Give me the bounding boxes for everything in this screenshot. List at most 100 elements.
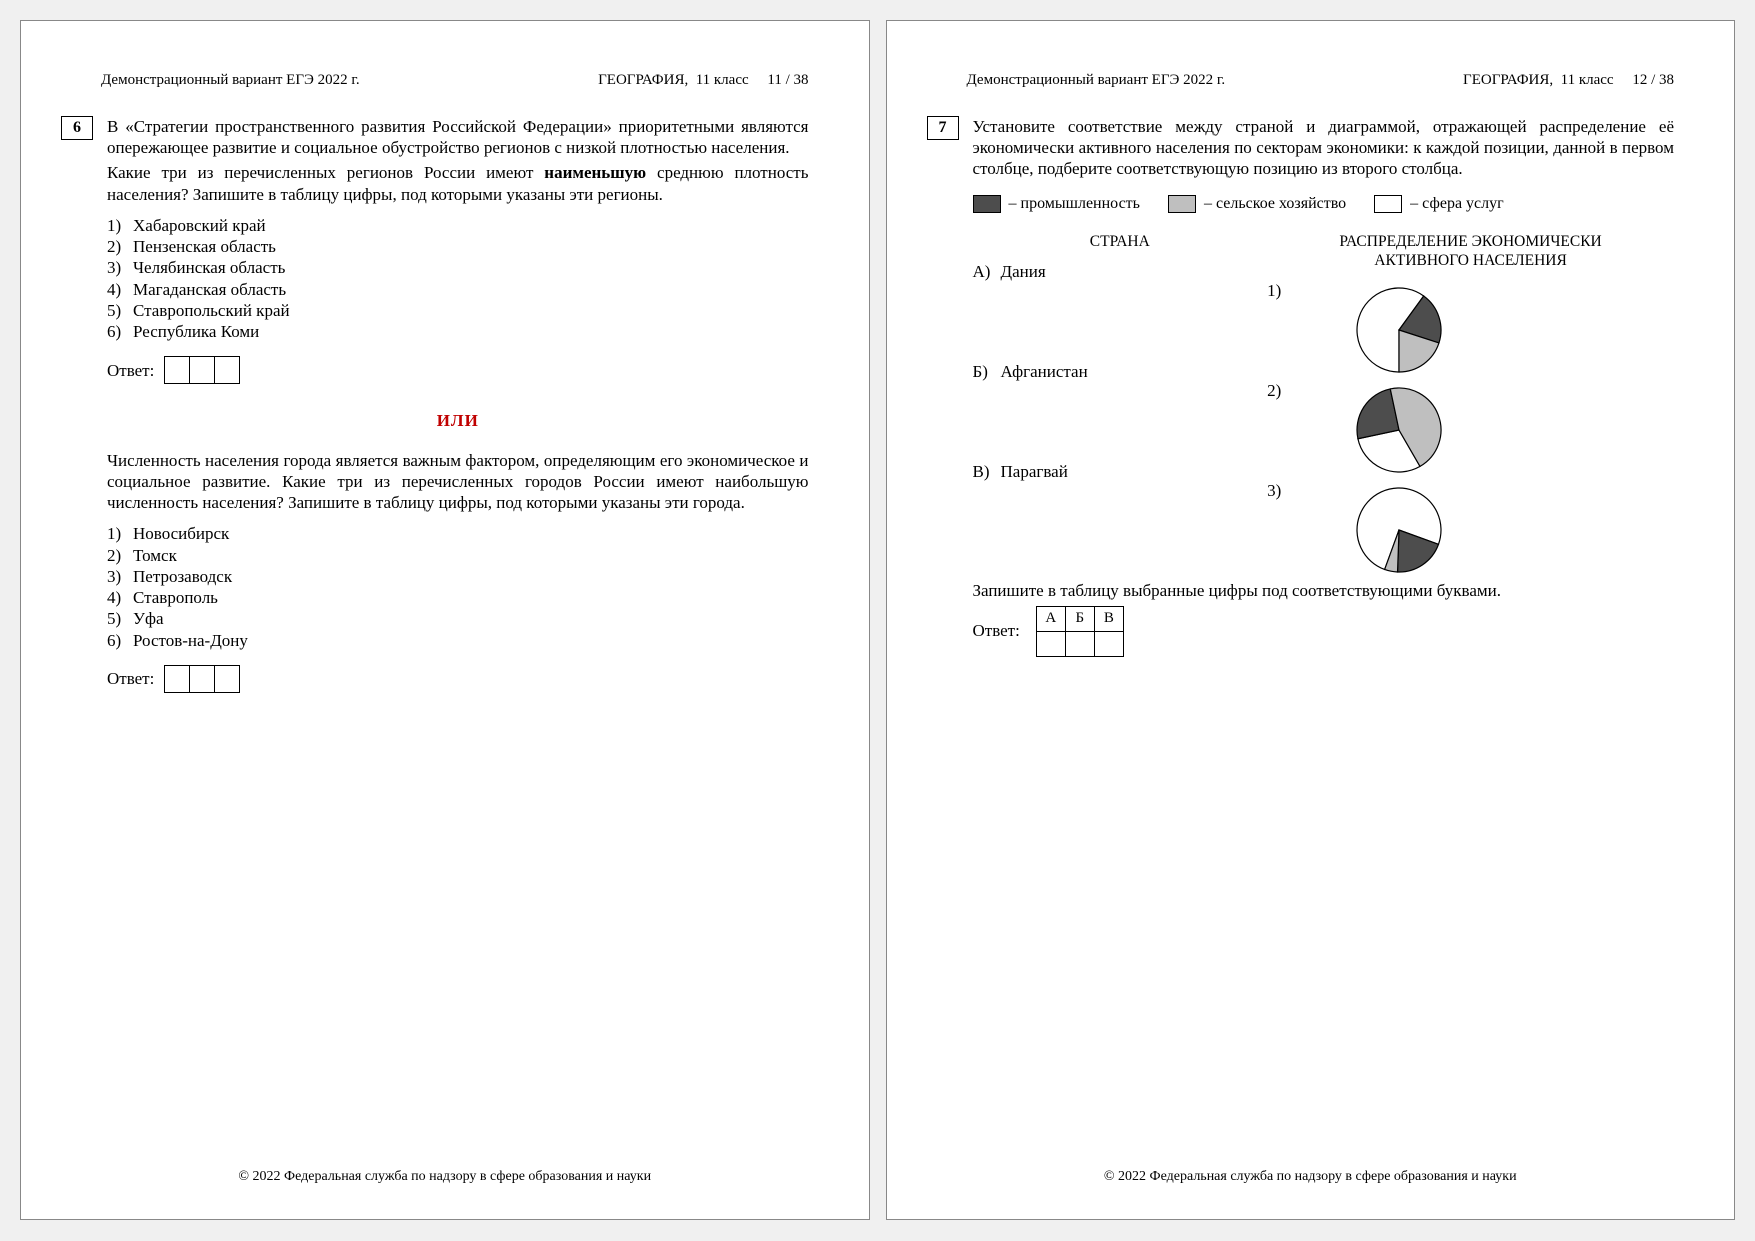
- answer-row-table: Ответ: А Б В: [973, 606, 1675, 657]
- option-number: 1): [107, 523, 133, 544]
- option-number: 4): [107, 587, 133, 608]
- header-left: Демонстрационный вариант ЕГЭ 2022 г.: [967, 71, 1226, 90]
- country-name: Дания: [1001, 261, 1046, 282]
- option-number: 5): [107, 300, 133, 321]
- page-footer: © 2022 Федеральная служба по надзору в с…: [887, 1168, 1735, 1186]
- pie-wrap: [1355, 386, 1443, 474]
- header-right: ГЕОГРАФИЯ, 11 класс 12 / 38: [1463, 71, 1674, 90]
- answer-cell[interactable]: [215, 356, 240, 384]
- answer-table-input-row[interactable]: [1036, 631, 1123, 656]
- q6-para2: Какие три из перечисленных регионов Росс…: [107, 162, 809, 205]
- option-item: 4)Ставрополь: [107, 587, 809, 608]
- pie-legend: – промышленность – сельское хозяйство – …: [973, 194, 1675, 214]
- option-item: 1)Новосибирск: [107, 523, 809, 544]
- country-letter: Б): [973, 361, 1001, 382]
- or-separator: ИЛИ: [107, 410, 809, 431]
- q6-options-list-1: 1)Хабаровский край2)Пензенская область3)…: [107, 215, 809, 343]
- matching-columns: СТРАНА А)ДанияБ)АфганистанВ)Парагвай РАС…: [973, 232, 1675, 581]
- answer-boxes[interactable]: [164, 356, 240, 384]
- question-body: Установите соответствие между страной и …: [973, 116, 1675, 657]
- answer-table[interactable]: А Б В: [1036, 606, 1124, 657]
- pie-col-head-l1: РАСПРЕДЕЛЕНИЕ ЭКОНОМИЧЕСКИ: [1339, 233, 1601, 250]
- option-item: 5)Ставропольский край: [107, 300, 809, 321]
- header-right: ГЕОГРАФИЯ, 11 класс 11 / 38: [598, 71, 808, 90]
- option-text: Томск: [133, 545, 177, 566]
- country-col-head: СТРАНА: [973, 232, 1268, 251]
- answer-cell[interactable]: [164, 665, 190, 693]
- country-row: В)Парагвай: [973, 461, 1268, 561]
- answer-cell[interactable]: [190, 665, 215, 693]
- country-name: Парагвай: [1001, 461, 1068, 482]
- q6-para2-a: Какие три из перечисленных регионов Росс…: [107, 163, 544, 182]
- page-11: Демонстрационный вариант ЕГЭ 2022 г. ГЕО…: [20, 20, 870, 1220]
- answer-boxes[interactable]: [164, 665, 240, 693]
- option-item: 6)Ростов-на-Дону: [107, 630, 809, 651]
- option-text: Республика Коми: [133, 321, 259, 342]
- option-number: 3): [107, 566, 133, 587]
- question-6: 6 В «Стратегии пространственного развити…: [61, 116, 809, 693]
- answer-row-2: Ответ:: [107, 665, 809, 693]
- page-spread: Демонстрационный вариант ЕГЭ 2022 г. ГЕО…: [20, 20, 1735, 1220]
- pie-row: 2): [1267, 380, 1674, 480]
- q6-para3: Численность населения города является ва…: [107, 450, 809, 514]
- page-header: Демонстрационный вариант ЕГЭ 2022 г. ГЕО…: [967, 71, 1675, 90]
- question-number: 6: [61, 116, 93, 140]
- option-text: Уфа: [133, 608, 164, 629]
- pie-row: 1): [1267, 280, 1674, 380]
- option-item: 6)Республика Коми: [107, 321, 809, 342]
- answer-label: Ответ:: [107, 360, 154, 381]
- swatch-industry: [973, 195, 1001, 213]
- answer-head-cell: В: [1094, 606, 1123, 631]
- pie-wrap: [1355, 286, 1443, 374]
- question-7: 7 Установите соответствие между страной …: [927, 116, 1675, 657]
- option-number: 6): [107, 321, 133, 342]
- country-letter: В): [973, 461, 1001, 482]
- option-text: Хабаровский край: [133, 215, 266, 236]
- legend-industry-label: – промышленность: [1009, 194, 1140, 214]
- pie-label: 3): [1267, 480, 1295, 501]
- answer-label: Ответ:: [973, 620, 1020, 641]
- option-item: 2)Пензенская область: [107, 236, 809, 257]
- legend-agriculture: – сельское хозяйство: [1168, 194, 1346, 214]
- answer-cell[interactable]: [190, 356, 215, 384]
- q6-para1: В «Стратегии пространственного развития …: [107, 116, 809, 159]
- option-text: Ставрополь: [133, 587, 218, 608]
- answer-cell[interactable]: [1094, 631, 1123, 656]
- page-header: Демонстрационный вариант ЕГЭ 2022 г. ГЕО…: [101, 71, 809, 90]
- q7-para1: Установите соответствие между страной и …: [973, 116, 1675, 180]
- option-text: Ставропольский край: [133, 300, 290, 321]
- q6-para2-bold: наименьшую: [544, 163, 646, 182]
- option-number: 1): [107, 215, 133, 236]
- legend-agriculture-label: – сельское хозяйство: [1204, 194, 1346, 214]
- pie-chart: [1355, 386, 1443, 474]
- answer-row-1: Ответ:: [107, 356, 809, 384]
- legend-services-label: – сфера услуг: [1410, 194, 1504, 214]
- country-row: Б)Афганистан: [973, 361, 1268, 461]
- option-number: 2): [107, 236, 133, 257]
- pie-label: 1): [1267, 280, 1295, 301]
- option-number: 5): [107, 608, 133, 629]
- swatch-agriculture: [1168, 195, 1196, 213]
- answer-table-head-row: А Б В: [1036, 606, 1123, 631]
- answer-cell[interactable]: [164, 356, 190, 384]
- answer-cell[interactable]: [215, 665, 240, 693]
- country-name: Афганистан: [1001, 361, 1088, 382]
- country-row: А)Дания: [973, 261, 1268, 361]
- option-number: 4): [107, 279, 133, 300]
- option-item: 3)Челябинская область: [107, 257, 809, 278]
- answer-head-cell: Б: [1065, 606, 1094, 631]
- option-item: 1)Хабаровский край: [107, 215, 809, 236]
- answer-cell[interactable]: [1036, 631, 1065, 656]
- pie-chart: [1355, 286, 1443, 374]
- page-12: Демонстрационный вариант ЕГЭ 2022 г. ГЕО…: [886, 20, 1736, 1220]
- pie-col-head: РАСПРЕДЕЛЕНИЕ ЭКОНОМИЧЕСКИ АКТИВНОГО НАС…: [1267, 232, 1674, 271]
- legend-services: – сфера услуг: [1374, 194, 1504, 214]
- q7-instruction: Запишите в таблицу выбранные цифры под с…: [973, 580, 1675, 601]
- q6-options-list-2: 1)Новосибирск2)Томск3)Петрозаводск4)Став…: [107, 523, 809, 651]
- pie-col-head-l2: АКТИВНОГО НАСЕЛЕНИЯ: [1374, 252, 1567, 269]
- option-text: Новосибирск: [133, 523, 229, 544]
- pie-list: 1) 2)3): [1267, 280, 1674, 580]
- pie-column: РАСПРЕДЕЛЕНИЕ ЭКОНОМИЧЕСКИ АКТИВНОГО НАС…: [1267, 232, 1674, 581]
- answer-cell[interactable]: [1065, 631, 1094, 656]
- pie-chart: [1355, 486, 1443, 574]
